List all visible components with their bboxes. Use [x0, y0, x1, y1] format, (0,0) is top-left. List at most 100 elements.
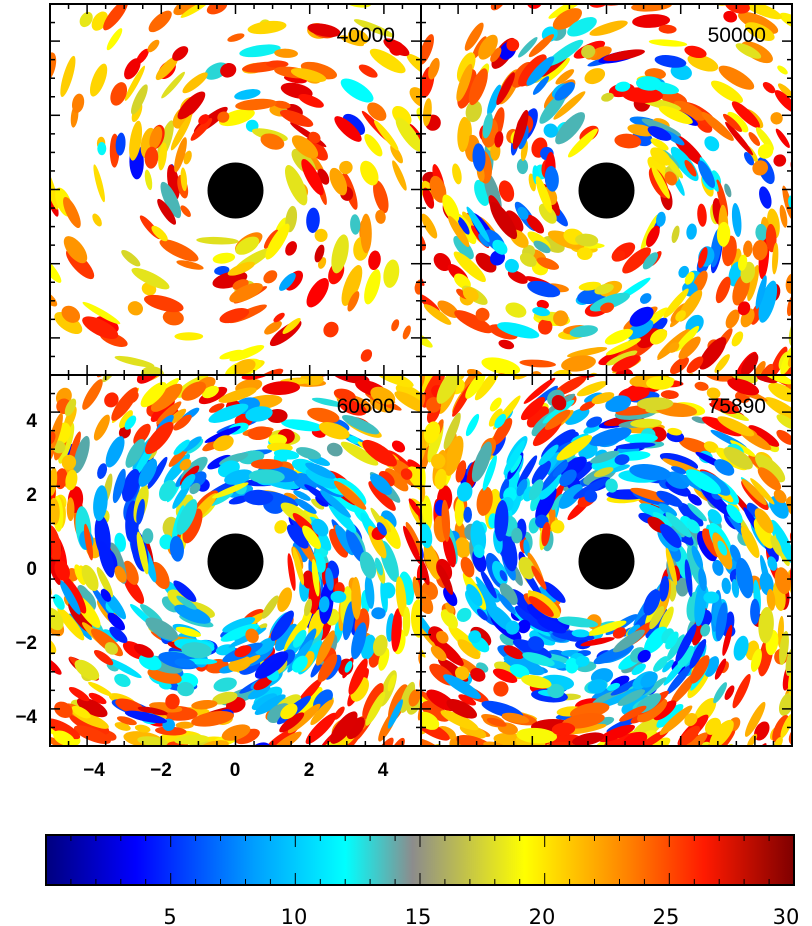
field-blob [690, 655, 710, 684]
field-blob [327, 500, 357, 533]
field-blob [676, 732, 708, 746]
field-blob [750, 648, 762, 672]
field-blob [566, 347, 608, 358]
field-blob [658, 105, 693, 125]
field-blob [775, 128, 790, 148]
field-blob [236, 792, 267, 811]
field-blob [293, 490, 311, 501]
field-blob [453, 758, 495, 780]
field-blob [538, 444, 559, 466]
field-blob [234, 645, 252, 658]
field-blob [71, 705, 91, 719]
field-blob [520, 397, 546, 421]
field-blob [407, 782, 437, 817]
field-blob [697, 160, 716, 188]
field-blob [552, 8, 582, 30]
field-blob [468, 630, 482, 644]
field-blob [88, 692, 107, 705]
field-blob [725, 121, 754, 156]
field-blob [0, 600, 6, 632]
field-blob [673, 100, 706, 121]
field-blob [10, 470, 26, 510]
field-blob [572, 732, 605, 746]
field-blob [392, 160, 407, 191]
field-blob [799, 553, 812, 584]
field-blob [222, 617, 256, 633]
field-blob [494, 131, 504, 148]
field-blob [22, 78, 38, 112]
field-blob [761, 375, 792, 385]
field-blob [0, 503, 7, 546]
field-blob [379, 515, 391, 533]
field-blob [647, 126, 672, 141]
field-blob [430, 453, 446, 469]
field-blob [1, 110, 13, 141]
field-blob [50, 251, 62, 283]
field-blob [367, 102, 387, 121]
field-blob [50, 52, 57, 83]
field-blob [793, 212, 803, 237]
field-blob [390, 776, 409, 792]
field-blob [589, 20, 628, 36]
field-blob [470, 520, 487, 554]
field-blob [636, 76, 662, 91]
field-blob [159, 239, 199, 262]
field-blob [446, 698, 478, 719]
field-blob [251, 693, 278, 711]
x-tick-label: 0 [230, 760, 241, 781]
field-blob [360, 349, 373, 362]
field-blob [121, 468, 141, 502]
field-blob [773, 489, 787, 504]
field-blob [643, 589, 661, 616]
field-blob [160, 181, 182, 219]
field-blob [173, 414, 192, 431]
field-blob [18, 392, 41, 410]
field-blob [212, 252, 236, 264]
field-blob [758, 607, 774, 644]
field-blob [770, 112, 783, 125]
field-blob [686, 356, 704, 374]
field-blob [587, 620, 627, 636]
field-blob [518, 37, 538, 58]
field-blob [208, 403, 225, 413]
field-blob [759, 186, 772, 209]
field-blob [202, 385, 219, 399]
field-blob [723, 446, 753, 470]
field-blob [292, 655, 308, 673]
field-blob [536, 299, 549, 310]
field-blob [641, 118, 682, 137]
field-blob [516, 158, 529, 175]
field-blob [65, 469, 78, 491]
field-blob [612, 629, 645, 653]
field-blob [658, 24, 677, 34]
field-blob [472, 143, 486, 172]
field-blob [110, 82, 128, 106]
field-blob [138, 653, 162, 671]
field-blob [743, 756, 762, 777]
field-blob [300, 61, 338, 80]
field-blob [465, 375, 486, 399]
field-blob [456, 734, 494, 746]
field-blob [470, 667, 486, 682]
field-blob [311, 397, 345, 408]
field-blob [264, 817, 288, 836]
field-blob [392, 291, 411, 310]
field-blob [287, 703, 321, 734]
field-blob [722, 113, 743, 132]
field-blob [54, 701, 73, 718]
field-blob [350, 214, 361, 235]
field-blob [698, 247, 708, 269]
field-blob [175, 819, 215, 836]
field-blob [330, 711, 358, 744]
field-blob [542, 399, 575, 424]
field-blob [568, 752, 603, 773]
field-blob [0, 95, 10, 135]
field-blob [231, 783, 271, 811]
field-blob [713, 758, 743, 789]
field-blob [192, 293, 223, 313]
field-blob [475, 576, 498, 610]
field-blob [712, 559, 724, 576]
field-blob [330, 590, 347, 603]
field-blob [503, 440, 525, 475]
field-blob [405, 782, 443, 807]
